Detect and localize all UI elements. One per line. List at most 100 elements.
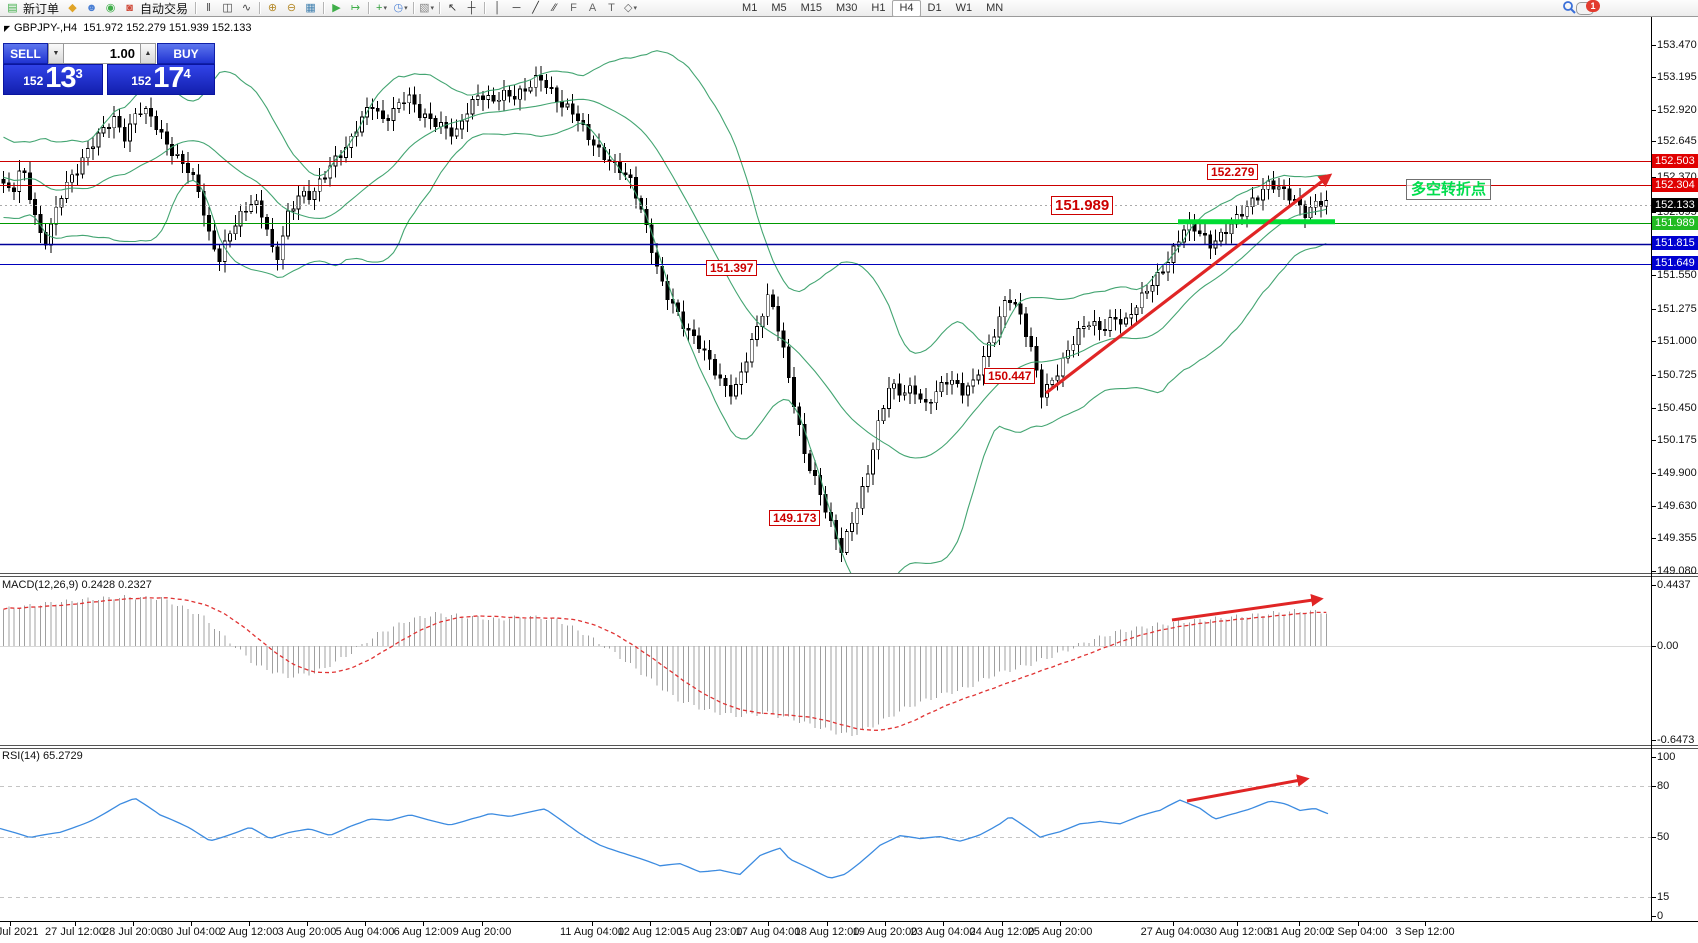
volume-up-button[interactable]: ▲ (140, 43, 156, 64)
line-chart-icon[interactable]: ∿ (237, 1, 256, 16)
time-label: 31 Aug 20:00 (1266, 926, 1332, 938)
tf-M1[interactable]: M1 (742, 2, 758, 14)
rsi-scale-tick: 15 (1657, 891, 1670, 903)
price-badge-152.503: 152.503 (1652, 154, 1698, 168)
rsi-scale-tick: 0 (1657, 910, 1664, 922)
signals-icon[interactable]: ◉ (101, 1, 120, 16)
price-tick: 151.550 (1657, 269, 1697, 281)
volume-down-button[interactable]: ▼ (48, 43, 64, 64)
crosshair-icon[interactable]: ┼ (462, 1, 481, 16)
volume-input[interactable]: 1.00 (64, 43, 140, 64)
auto-scroll-icon: ▶ (332, 1, 341, 14)
price-tick: 150.450 (1657, 402, 1697, 414)
time-label: 11 Aug 04:00 (559, 926, 625, 938)
price-annotation: 149.173 (769, 510, 821, 526)
timeframe-group: M1 M5 M15 M30 H1 H4 D1 W1 MN (735, 0, 1010, 17)
dropdown-caret-icon: ▾ (404, 4, 408, 12)
new-order-icon: ▤ (7, 1, 18, 14)
vertical-line-icon[interactable]: │ (488, 1, 507, 16)
tf-D1[interactable]: D1 (927, 2, 942, 14)
buy-price[interactable]: 152 17 4 (107, 64, 215, 95)
sell-price-big: 13 (45, 62, 76, 94)
horizontal-line-icon[interactable]: ─ (507, 1, 526, 16)
autotrade-icon[interactable]: ◙ (120, 1, 139, 16)
sell-button[interactable]: SELL (3, 43, 48, 64)
channel-icon[interactable]: ⁄⁄ (545, 1, 564, 16)
indicators-icon[interactable]: + ▾ (372, 1, 391, 16)
price-annotation: 151.989 (1051, 196, 1114, 215)
templates-icon: ▧ (419, 1, 430, 14)
new-order-icon[interactable]: ▤ (3, 1, 22, 16)
periods-icon: ◷ (393, 1, 404, 14)
price-badge-152.133: 152.133 (1652, 198, 1698, 212)
shapes-icon[interactable]: ◇ ▾ (621, 1, 640, 16)
time-label: 30 Jul 04:00 (161, 926, 221, 938)
price-tick: 149.355 (1657, 532, 1697, 544)
buy-price-big: 17 (153, 62, 184, 94)
market-icon[interactable]: ☻ (82, 1, 101, 16)
buy-button[interactable]: BUY (157, 43, 215, 64)
zoom-in-icon[interactable]: ⊕ (263, 1, 282, 16)
time-label: 27 Aug 04:00 (1140, 926, 1206, 938)
autotrade-icon: ◙ (126, 1, 133, 14)
label-icon[interactable]: T (602, 1, 621, 16)
market-icon: ☻ (85, 1, 98, 14)
price-tick: 153.195 (1657, 71, 1697, 83)
zoom-out-icon[interactable]: ⊖ (282, 1, 301, 16)
time-label: 15 Aug 23:00 (677, 926, 743, 938)
cursor-icon[interactable]: ↖ (443, 1, 462, 16)
trendline-icon: ╱ (532, 1, 539, 14)
templates-icon[interactable]: ▧ ▾ (417, 1, 436, 16)
symbol-marker-icon: ◤ (4, 24, 11, 33)
macd-scale-tick: 0.00 (1657, 640, 1679, 652)
indicators-icon: + (376, 1, 383, 14)
price-tick: 149.900 (1657, 467, 1697, 479)
tf-MN[interactable]: MN (986, 2, 1004, 14)
tile-windows-icon: ▦ (305, 1, 316, 14)
price-tick: 149.630 (1657, 500, 1697, 512)
price-annotation: 152.279 (1207, 164, 1259, 180)
styler-icon[interactable]: ◆ (63, 1, 82, 16)
price-tick: 153.470 (1657, 39, 1697, 51)
price-tick: 151.275 (1657, 303, 1697, 315)
time-label: 3 Aug 20:00 (277, 926, 337, 938)
toolbar-separator (484, 2, 486, 14)
trendline-icon[interactable]: ╱ (526, 1, 545, 16)
sell-price[interactable]: 152 13 3 (3, 64, 103, 95)
price-tick: 152.920 (1657, 104, 1697, 116)
time-label: 18 Aug 12:00 (794, 926, 860, 938)
sell-price-prefix: 152 (23, 74, 44, 88)
macd-scale-tick: 0.4437 (1657, 579, 1691, 591)
tf-M15[interactable]: M15 (800, 2, 822, 14)
new-order-label[interactable]: 新订单 (23, 1, 60, 16)
crosshair-icon: ┼ (467, 1, 476, 14)
tile-windows-icon[interactable]: ▦ (301, 1, 320, 16)
cursor-icon: ↖ (447, 1, 458, 14)
toolbar-separator (259, 2, 261, 14)
chart-shift-icon[interactable]: ↦ (346, 1, 365, 16)
auto-scroll-icon[interactable]: ▶ (327, 1, 346, 16)
price-tick: 151.000 (1657, 335, 1697, 347)
tf-M5[interactable]: M5 (771, 2, 787, 14)
tf-M30[interactable]: M30 (836, 2, 858, 14)
periods-icon[interactable]: ◷ ▾ (391, 1, 410, 16)
text-icon[interactable]: A (583, 1, 602, 16)
fibonacci-icon[interactable]: F (564, 1, 583, 16)
candlestick-icon[interactable]: ◫ (218, 1, 237, 16)
price-annotation: 151.397 (706, 260, 758, 276)
tf-H4[interactable]: H4 (892, 0, 921, 17)
chat-icon[interactable]: 1 (1576, 0, 1600, 15)
sell-price-sup: 3 (75, 66, 83, 81)
rsi-scale-tick: 80 (1657, 780, 1670, 792)
vertical-line-icon: │ (494, 1, 501, 14)
time-label: 17 Aug 04:00 (735, 926, 801, 938)
tf-H1[interactable]: H1 (871, 2, 886, 14)
price-tick: 150.725 (1657, 369, 1697, 381)
autotrade-label[interactable]: 自动交易 (140, 1, 189, 16)
tf-W1[interactable]: W1 (955, 2, 973, 14)
line-chart-icon: ∿ (241, 1, 252, 14)
price-badge-152.304: 152.304 (1652, 178, 1698, 192)
bar-chart-icon[interactable]: ‖ (199, 1, 218, 16)
buy-price-prefix: 152 (131, 74, 152, 88)
